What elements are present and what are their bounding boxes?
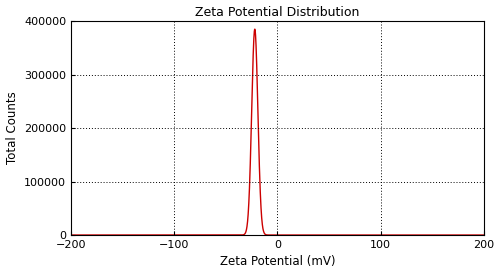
X-axis label: Zeta Potential (mV): Zeta Potential (mV) bbox=[220, 255, 335, 269]
Y-axis label: Total Counts: Total Counts bbox=[6, 92, 18, 164]
Title: Zeta Potential Distribution: Zeta Potential Distribution bbox=[196, 5, 360, 19]
